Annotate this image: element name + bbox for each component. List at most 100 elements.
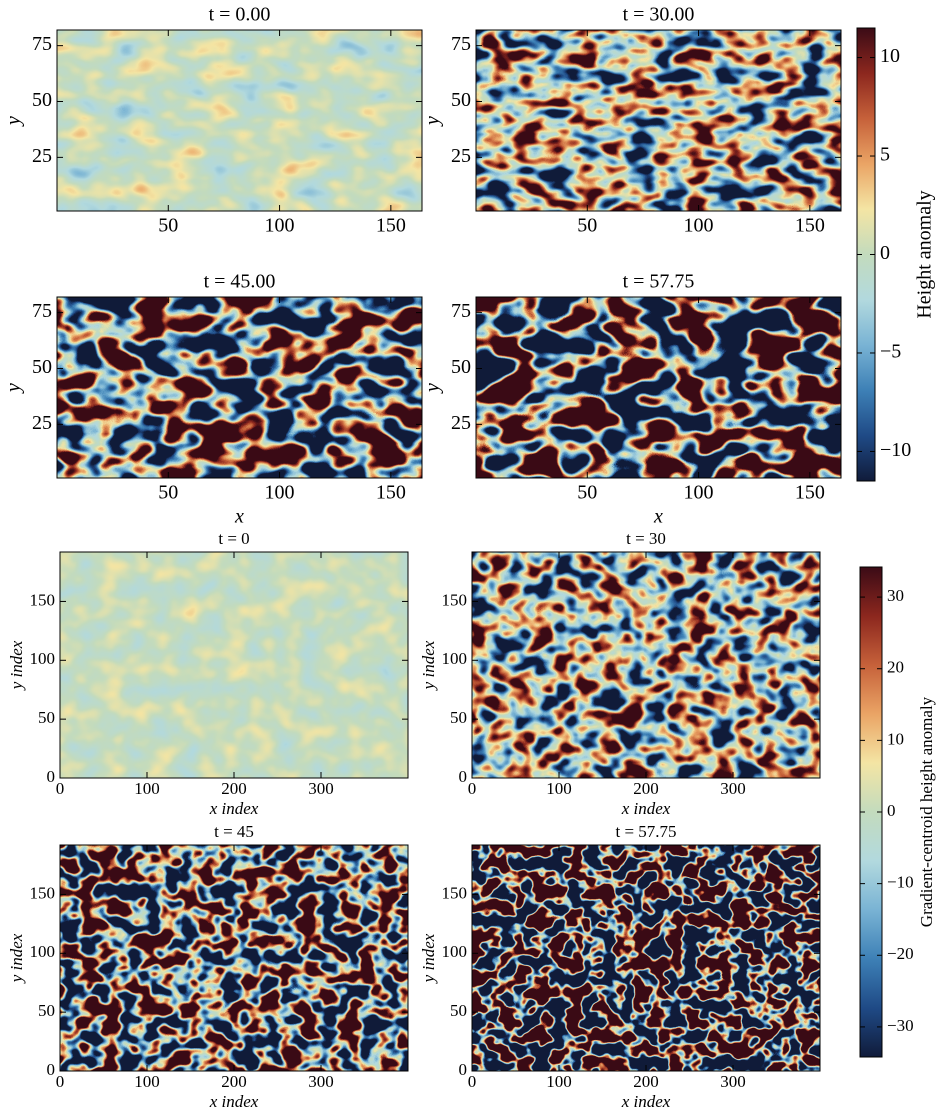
y-axis-label: y index — [7, 640, 26, 691]
heatmap-field — [57, 30, 422, 211]
x-tick-label: 0 — [56, 779, 65, 798]
heatmap-field — [476, 297, 841, 478]
y-axis-label: y — [3, 116, 25, 127]
panel-title: t = 45 — [214, 822, 254, 841]
y-tick-label: 150 — [30, 590, 56, 609]
heatmap-field — [57, 297, 422, 478]
x-tick-label: 50 — [158, 215, 178, 237]
y-tick-label: 50 — [38, 1001, 55, 1020]
colorbar-tick-label: −10 — [880, 439, 911, 461]
y-tick-label: 100 — [442, 942, 468, 961]
y-tick-label: 100 — [30, 649, 56, 668]
y-tick-label: 75 — [32, 33, 52, 55]
y-tick-label: 50 — [450, 1001, 467, 1020]
colorbar-tick-label: −20 — [887, 944, 914, 963]
y-tick-label: 150 — [30, 883, 56, 902]
colorbar-tick-label: −30 — [887, 1016, 914, 1035]
x-tick-label: 100 — [546, 779, 572, 798]
x-tick-label: 150 — [795, 215, 825, 237]
x-axis-label: x index — [209, 1092, 259, 1111]
y-tick-label: 0 — [459, 767, 468, 786]
y-tick-label: 0 — [47, 767, 56, 786]
y-tick-label: 75 — [451, 300, 471, 322]
y-tick-label: 50 — [451, 356, 471, 378]
x-tick-label: 150 — [376, 215, 406, 237]
colorbar-tick-label: −5 — [880, 341, 901, 363]
heatmap-field — [60, 845, 408, 1071]
x-tick-label: 0 — [468, 1072, 477, 1091]
y-tick-label: 50 — [32, 356, 52, 378]
colorbar-tick-label: 20 — [887, 658, 904, 677]
y-tick-label: 0 — [459, 1060, 468, 1079]
x-axis-label: x index — [209, 799, 259, 818]
y-tick-label: 75 — [451, 33, 471, 55]
y-axis-label: y — [422, 116, 444, 127]
x-tick-label: 200 — [221, 779, 247, 798]
y-tick-label: 150 — [442, 590, 468, 609]
panel-title: t = 0 — [218, 529, 249, 548]
heatmap-field — [472, 552, 820, 778]
x-tick-label: 200 — [633, 779, 659, 798]
x-axis-label: x — [653, 506, 663, 528]
x-tick-label: 0 — [468, 779, 477, 798]
colorbar-label: Height anomaly — [914, 190, 936, 318]
x-tick-label: 0 — [56, 1072, 65, 1091]
panel-title: t = 0.00 — [209, 4, 271, 26]
x-tick-label: 200 — [633, 1072, 659, 1091]
colorbar-tick-label: 10 — [887, 729, 904, 748]
x-tick-label: 100 — [546, 1072, 572, 1091]
y-axis-label: y — [3, 383, 25, 394]
heatmap-field — [60, 552, 408, 778]
x-tick-label: 50 — [577, 215, 597, 237]
y-tick-label: 25 — [32, 412, 52, 434]
x-tick-label: 300 — [720, 779, 746, 798]
colorbar-tick-label: 0 — [887, 801, 896, 820]
axes-frame — [475, 296, 842, 479]
panel-title: t = 30 — [626, 529, 666, 548]
y-tick-label: 25 — [32, 145, 52, 167]
axes-frame — [475, 29, 842, 212]
y-axis-label: y index — [7, 933, 26, 984]
colorbar-tick-label: 0 — [880, 242, 890, 264]
y-tick-label: 75 — [32, 300, 52, 322]
x-axis-label: x — [234, 506, 244, 528]
x-tick-label: 100 — [265, 482, 295, 504]
x-tick-label: 100 — [265, 215, 295, 237]
y-tick-label: 50 — [38, 708, 55, 727]
y-tick-label: 50 — [451, 89, 471, 111]
y-axis-label: y index — [419, 640, 438, 691]
colorbar-tick-label: 10 — [880, 45, 900, 67]
panel-title: t = 57.75 — [615, 822, 676, 841]
x-tick-label: 200 — [221, 1072, 247, 1091]
heatmap-field — [476, 30, 841, 211]
x-tick-label: 300 — [308, 1072, 334, 1091]
x-tick-label: 50 — [158, 482, 178, 504]
colorbar-label: Gradient-centroid height anomaly — [917, 696, 936, 927]
colorbar-tick-label: −10 — [887, 873, 914, 892]
y-tick-label: 100 — [30, 942, 56, 961]
y-tick-label: 50 — [450, 708, 467, 727]
panel-title: t = 30.00 — [623, 4, 695, 26]
y-tick-label: 25 — [451, 145, 471, 167]
x-tick-label: 150 — [795, 482, 825, 504]
y-tick-label: 25 — [451, 412, 471, 434]
colorbar-tick-label: 30 — [887, 586, 904, 605]
y-tick-label: 0 — [47, 1060, 56, 1079]
y-tick-label: 100 — [442, 649, 468, 668]
panel-title: t = 57.75 — [623, 271, 695, 293]
axes-frame — [56, 29, 423, 212]
y-tick-label: 150 — [442, 883, 468, 902]
x-tick-label: 150 — [376, 482, 406, 504]
x-tick-label: 100 — [134, 1072, 160, 1091]
y-axis-label: y — [422, 383, 444, 394]
x-axis-label: x index — [621, 799, 671, 818]
x-tick-label: 50 — [577, 482, 597, 504]
x-tick-label: 100 — [684, 215, 714, 237]
x-tick-label: 100 — [134, 779, 160, 798]
panel-title: t = 45.00 — [204, 271, 276, 293]
axes-frame — [56, 296, 423, 479]
x-axis-label: x index — [621, 1092, 671, 1111]
colorbar-tick-label: 5 — [880, 144, 890, 166]
y-tick-label: 50 — [32, 89, 52, 111]
